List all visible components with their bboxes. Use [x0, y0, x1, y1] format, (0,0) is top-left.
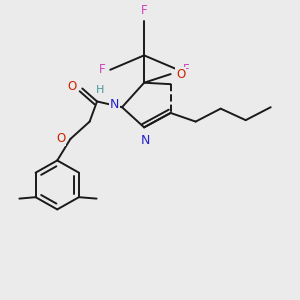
Text: F: F — [183, 63, 189, 76]
Text: F: F — [99, 63, 106, 76]
Text: N: N — [110, 98, 119, 111]
Text: F: F — [141, 4, 147, 17]
Text: N: N — [141, 134, 150, 147]
Text: H: H — [96, 85, 104, 95]
Text: O: O — [56, 132, 65, 146]
Text: O: O — [68, 80, 77, 93]
Text: O: O — [176, 68, 185, 81]
